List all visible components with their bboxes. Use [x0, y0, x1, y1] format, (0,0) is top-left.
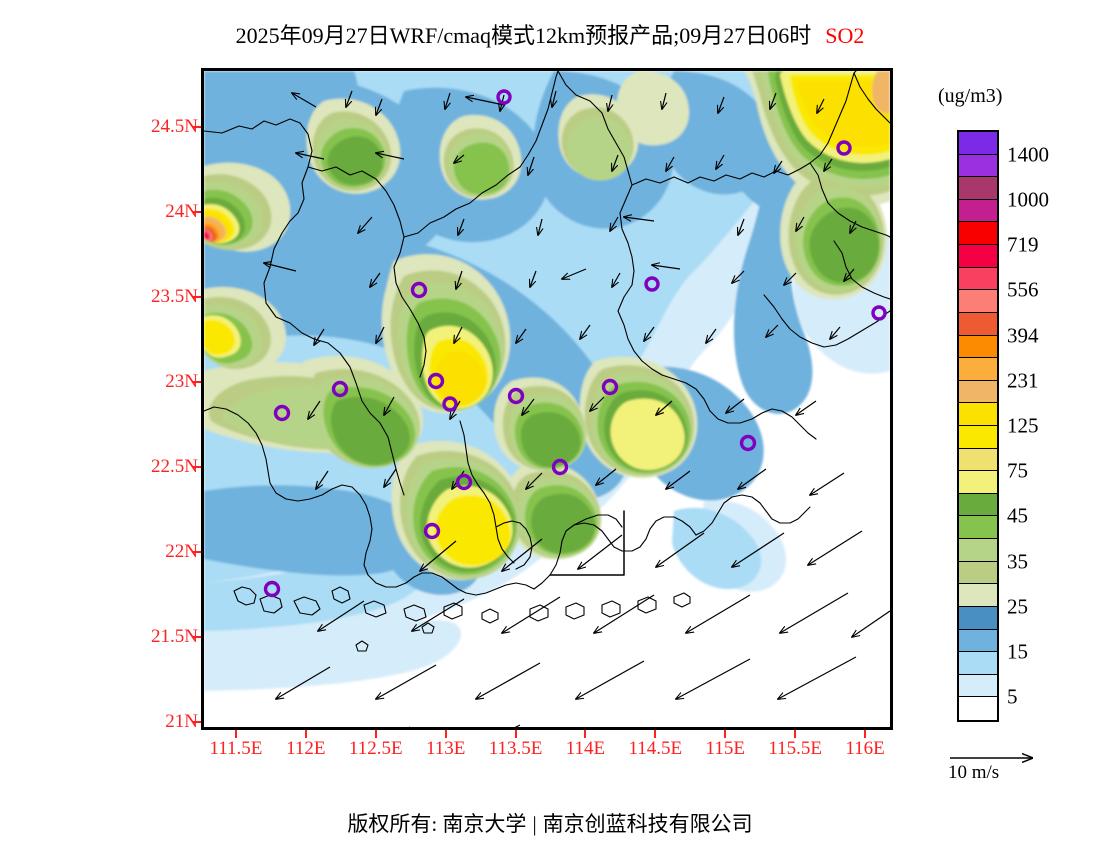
x-axis-tick-mark	[724, 730, 727, 738]
colorbar-band	[959, 154, 997, 178]
y-axis-tick-label: 23N	[165, 371, 198, 393]
x-axis-tick-label: 113.5E	[488, 738, 543, 759]
title-species-label: SO2	[825, 23, 865, 48]
colorbar-band	[959, 561, 997, 585]
x-axis-tick-label: 115E	[705, 738, 745, 759]
colorbar-tick-label: 394	[1007, 323, 1039, 348]
y-axis-tick-mark	[193, 211, 201, 214]
y-axis-tick-mark	[193, 635, 201, 638]
y-axis-tick-mark	[193, 296, 201, 299]
x-axis-tick-label: 113E	[425, 738, 466, 759]
colorbar-band	[959, 674, 997, 698]
colorbar-band	[959, 380, 997, 404]
colorbar-band	[959, 222, 997, 246]
footer-copyright: 版权所有: 南京大学 | 南京创蓝科技有限公司	[0, 808, 1100, 838]
x-axis-tick-mark	[234, 730, 237, 738]
colorbar-tick-label: 719	[1007, 232, 1039, 257]
colorbar-tick-label: 25	[1007, 594, 1028, 619]
colorbar	[957, 130, 999, 722]
x-axis-tick-label: 114.5E	[628, 738, 683, 759]
colorbar-band	[959, 629, 997, 653]
colorbar-band	[959, 267, 997, 291]
x-axis-tick-label: 116E	[845, 738, 885, 759]
colorbar-tick-label: 556	[1007, 277, 1039, 302]
colorbar-band	[959, 335, 997, 359]
x-axis-tick-mark	[584, 730, 587, 738]
wind-scale-arrow-icon	[950, 748, 1086, 774]
y-axis-tick-label: 21.5N	[151, 625, 198, 647]
x-axis-tick-label: 115.5E	[768, 738, 822, 759]
colorbar-tick-label: 15	[1007, 639, 1028, 664]
colorbar-band	[959, 177, 997, 200]
x-axis-tick-mark	[654, 730, 657, 738]
colorbar-band	[959, 132, 997, 155]
colorbar-band	[959, 245, 997, 268]
colorbar-tick-label: 1000	[1007, 187, 1049, 212]
y-axis-tick-mark	[193, 381, 201, 384]
colorbar-band	[959, 290, 997, 313]
y-axis-tick-mark	[193, 550, 201, 553]
colorbar-tick-label: 5	[1007, 684, 1018, 709]
title-text: 2025年09月27日WRF/cmaq模式12km预报产品;09月27日06时	[235, 23, 812, 48]
x-axis-tick-mark	[514, 730, 517, 738]
footer-company-text: 南京创蓝科技有限公司	[542, 812, 753, 836]
y-axis-tick-mark	[193, 126, 201, 129]
colorbar-tick-label: 35	[1007, 549, 1028, 574]
colorbar-band	[959, 493, 997, 517]
colorbar-tick-label: 231	[1007, 368, 1039, 393]
x-axis-tick-label: 112.5E	[348, 738, 403, 759]
footer-separator: |	[532, 812, 537, 836]
concentration-contour-map	[204, 71, 890, 727]
forecast-map-panel[interactable]	[201, 68, 893, 730]
x-axis-tick-mark	[864, 730, 867, 738]
y-axis-tick-label: 21N	[165, 710, 198, 732]
colorbar-band	[959, 403, 997, 426]
y-axis-tick-label: 22.5N	[151, 455, 198, 477]
colorbar-band	[959, 539, 997, 562]
x-axis-tick-mark	[304, 730, 307, 738]
colorbar-tick-label: 75	[1007, 458, 1028, 483]
x-axis-tick-label: 112E	[286, 738, 326, 759]
colorbar-band	[959, 471, 997, 494]
colorbar-tick-label: 45	[1007, 503, 1028, 528]
colorbar-band	[959, 426, 997, 449]
colorbar-tick-label: 1400	[1007, 142, 1049, 167]
x-axis-tick-label: 114E	[565, 738, 606, 759]
y-axis-tick-mark	[193, 720, 201, 723]
colorbar-band	[959, 199, 997, 223]
chart-title: 2025年09月27日WRF/cmaq模式12km预报产品;09月27日06时 S…	[0, 18, 1100, 50]
colorbar-band	[959, 312, 997, 336]
x-axis-tick-mark	[444, 730, 447, 738]
colorbar-units-label: (ug/m3)	[938, 85, 1003, 107]
y-axis-tick-label: 23.5N	[151, 286, 198, 308]
y-axis-tick-label: 24N	[165, 201, 198, 223]
colorbar-band	[959, 652, 997, 675]
colorbar-band	[959, 697, 997, 720]
wind-scale-label: 10 m/s	[948, 762, 1000, 783]
x-axis-tick-label: 111.5E	[209, 738, 263, 759]
colorbar-band	[959, 448, 997, 472]
footer-copyright-text: 版权所有: 南京大学	[347, 812, 527, 836]
x-axis-tick-mark	[794, 730, 797, 738]
colorbar-band	[959, 606, 997, 630]
colorbar-band	[959, 516, 997, 540]
colorbar-band	[959, 584, 997, 607]
y-axis-tick-label: 22N	[165, 540, 198, 562]
y-axis-tick-mark	[193, 465, 201, 468]
colorbar-band	[959, 358, 997, 381]
colorbar-tick-label: 125	[1007, 413, 1039, 438]
y-axis-tick-label: 24.5N	[151, 116, 198, 138]
x-axis-tick-mark	[374, 730, 377, 738]
